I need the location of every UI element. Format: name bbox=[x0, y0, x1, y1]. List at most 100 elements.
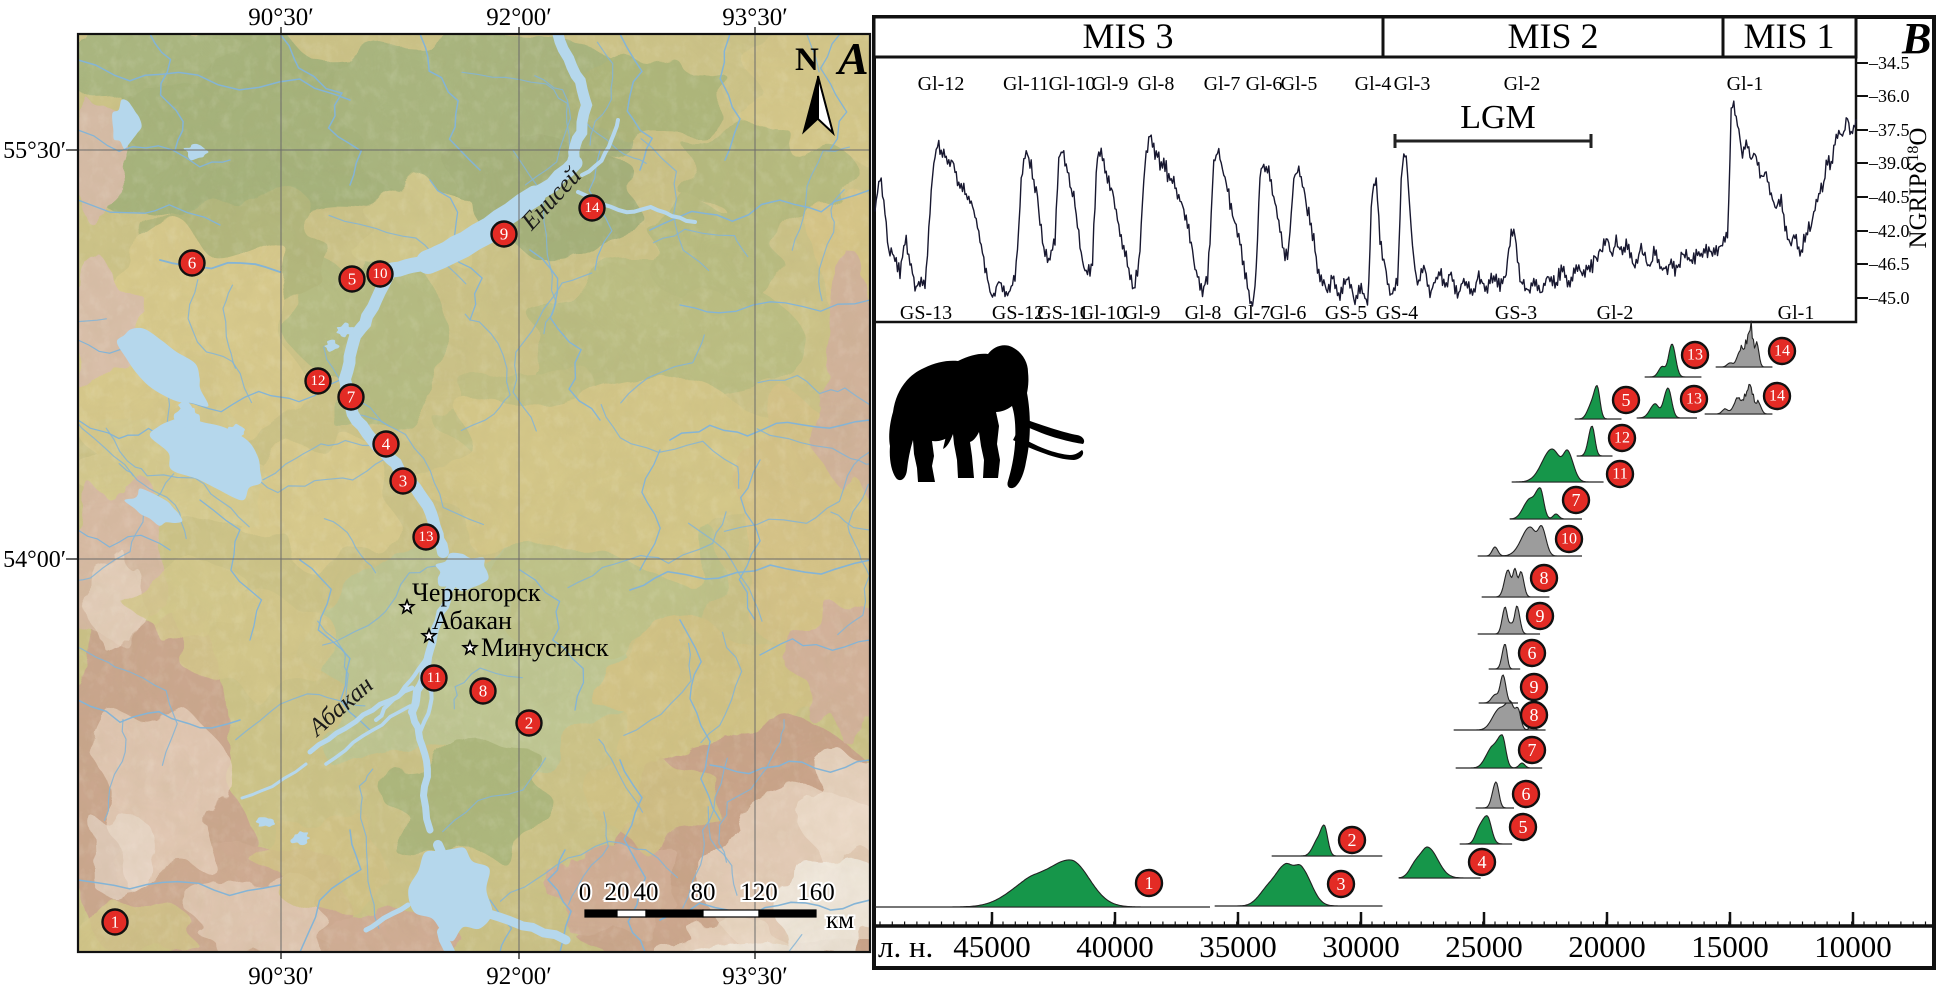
svg-text:Gl-7: Gl-7 bbox=[1234, 302, 1271, 324]
svg-text:GS-13: GS-13 bbox=[900, 302, 952, 324]
svg-text:Gl-8: Gl-8 bbox=[1138, 73, 1175, 95]
svg-text:8: 8 bbox=[1530, 705, 1539, 725]
svg-text:10000: 10000 bbox=[1814, 929, 1892, 964]
svg-text:9: 9 bbox=[1530, 677, 1539, 697]
svg-text:10: 10 bbox=[1561, 531, 1577, 548]
svg-text:13: 13 bbox=[1686, 391, 1702, 408]
svg-text:–45.0: –45.0 bbox=[1868, 288, 1910, 308]
svg-text:93°30′: 93°30′ bbox=[722, 963, 787, 990]
svg-text:Gl-11: Gl-11 bbox=[1003, 73, 1049, 95]
svg-text:Gl-7: Gl-7 bbox=[1204, 73, 1241, 95]
svg-text:14: 14 bbox=[1769, 388, 1785, 405]
svg-text:Gl-9: Gl-9 bbox=[1124, 302, 1161, 324]
svg-text:1: 1 bbox=[1145, 873, 1154, 893]
svg-text:A: A bbox=[835, 33, 869, 84]
svg-text:Gl-1: Gl-1 bbox=[1778, 302, 1815, 324]
svg-text:NGRIPδ18O: NGRIPδ18O bbox=[1905, 128, 1933, 249]
svg-text:15000: 15000 bbox=[1691, 929, 1769, 964]
svg-text:93°30′: 93°30′ bbox=[722, 4, 787, 31]
svg-text:12: 12 bbox=[1614, 430, 1630, 447]
svg-text:Минусинск: Минусинск bbox=[481, 633, 609, 662]
svg-text:Gl-12: Gl-12 bbox=[918, 73, 965, 95]
svg-text:N: N bbox=[795, 42, 819, 78]
svg-text:6: 6 bbox=[1528, 643, 1537, 663]
svg-text:Gl-8: Gl-8 bbox=[1185, 302, 1222, 324]
svg-text:LGM: LGM bbox=[1460, 99, 1536, 136]
svg-text:–39.0: –39.0 bbox=[1868, 153, 1910, 173]
svg-text:5: 5 bbox=[1622, 390, 1631, 410]
svg-text:2: 2 bbox=[525, 714, 534, 733]
svg-text:Gl-5: Gl-5 bbox=[1281, 73, 1318, 95]
svg-text:–46.5: –46.5 bbox=[1868, 254, 1910, 274]
svg-text:5: 5 bbox=[1519, 817, 1528, 837]
svg-text:–36.0: –36.0 bbox=[1868, 86, 1910, 106]
svg-text:92°00′: 92°00′ bbox=[486, 963, 551, 990]
svg-text:MIS 3: MIS 3 bbox=[1082, 16, 1173, 56]
svg-text:MIS 2: MIS 2 bbox=[1507, 16, 1598, 56]
svg-text:45000: 45000 bbox=[953, 929, 1031, 964]
svg-text:9: 9 bbox=[1536, 606, 1545, 626]
svg-text:11: 11 bbox=[1612, 466, 1627, 483]
svg-text:7: 7 bbox=[1528, 740, 1537, 760]
svg-text:Абакан: Абакан bbox=[432, 606, 512, 635]
svg-text:Gl-9: Gl-9 bbox=[1092, 73, 1129, 95]
svg-text:1: 1 bbox=[111, 913, 120, 932]
svg-text:–40.5: –40.5 bbox=[1868, 187, 1910, 207]
svg-text:8: 8 bbox=[479, 682, 488, 701]
svg-text:11: 11 bbox=[427, 670, 441, 686]
svg-text:3: 3 bbox=[399, 472, 408, 491]
svg-text:35000: 35000 bbox=[1199, 929, 1277, 964]
svg-text:90°30′: 90°30′ bbox=[248, 963, 313, 990]
svg-text:120: 120 bbox=[740, 879, 778, 906]
svg-text:Gl-2: Gl-2 bbox=[1504, 73, 1541, 95]
svg-text:92°00′: 92°00′ bbox=[486, 4, 551, 31]
svg-text:Gl-2: Gl-2 bbox=[1597, 302, 1634, 324]
svg-text:160: 160 bbox=[797, 879, 835, 906]
svg-text:90°30′: 90°30′ bbox=[248, 4, 313, 31]
svg-text:8: 8 bbox=[1540, 568, 1549, 588]
svg-text:0: 0 bbox=[579, 879, 592, 906]
svg-text:40: 40 bbox=[634, 879, 659, 906]
svg-text:13: 13 bbox=[419, 529, 434, 545]
svg-text:2: 2 bbox=[1348, 830, 1357, 850]
svg-text:13: 13 bbox=[1687, 347, 1703, 364]
svg-text:4: 4 bbox=[1478, 852, 1487, 872]
svg-text:7: 7 bbox=[1572, 490, 1581, 510]
svg-text:Gl-10: Gl-10 bbox=[1049, 73, 1096, 95]
svg-text:км: км bbox=[826, 907, 854, 934]
svg-text:Gl-1: Gl-1 bbox=[1727, 73, 1764, 95]
svg-text:25000: 25000 bbox=[1445, 929, 1523, 964]
svg-text:14: 14 bbox=[585, 200, 601, 216]
svg-text:5: 5 bbox=[348, 270, 357, 289]
svg-text:20000: 20000 bbox=[1568, 929, 1646, 964]
svg-text:12: 12 bbox=[311, 373, 326, 389]
svg-text:MIS 1: MIS 1 bbox=[1743, 16, 1834, 56]
svg-text:54°00′: 54°00′ bbox=[3, 547, 66, 573]
svg-text:3: 3 bbox=[1337, 874, 1346, 894]
svg-text:–34.5: –34.5 bbox=[1868, 53, 1910, 73]
svg-text:GS-5: GS-5 bbox=[1325, 302, 1367, 324]
svg-text:7: 7 bbox=[347, 388, 356, 407]
svg-text:Gl-10: Gl-10 bbox=[1080, 302, 1127, 324]
svg-text:Gl-4: Gl-4 bbox=[1355, 73, 1392, 95]
svg-text:–42.0: –42.0 bbox=[1868, 221, 1910, 241]
svg-text:л. н.: л. н. bbox=[878, 929, 933, 964]
svg-text:Gl-6: Gl-6 bbox=[1246, 73, 1283, 95]
svg-text:55°30′: 55°30′ bbox=[3, 138, 66, 164]
svg-text:Черногорск: Черногорск bbox=[412, 578, 541, 607]
svg-text:30000: 30000 bbox=[1322, 929, 1400, 964]
svg-text:Gl-3: Gl-3 bbox=[1394, 73, 1431, 95]
svg-text:14: 14 bbox=[1774, 343, 1790, 360]
svg-text:10: 10 bbox=[373, 266, 388, 282]
svg-text:6: 6 bbox=[1522, 784, 1531, 804]
svg-text:Gl-6: Gl-6 bbox=[1270, 302, 1307, 324]
svg-text:GS-12: GS-12 bbox=[992, 302, 1044, 324]
svg-text:80: 80 bbox=[691, 879, 716, 906]
svg-text:6: 6 bbox=[188, 254, 197, 273]
svg-text:9: 9 bbox=[500, 225, 509, 244]
svg-text:GS-3: GS-3 bbox=[1495, 302, 1537, 324]
svg-text:–37.5: –37.5 bbox=[1868, 120, 1910, 140]
svg-text:40000: 40000 bbox=[1076, 929, 1154, 964]
svg-text:GS-11: GS-11 bbox=[1037, 302, 1088, 324]
svg-text:GS-4: GS-4 bbox=[1376, 302, 1418, 324]
